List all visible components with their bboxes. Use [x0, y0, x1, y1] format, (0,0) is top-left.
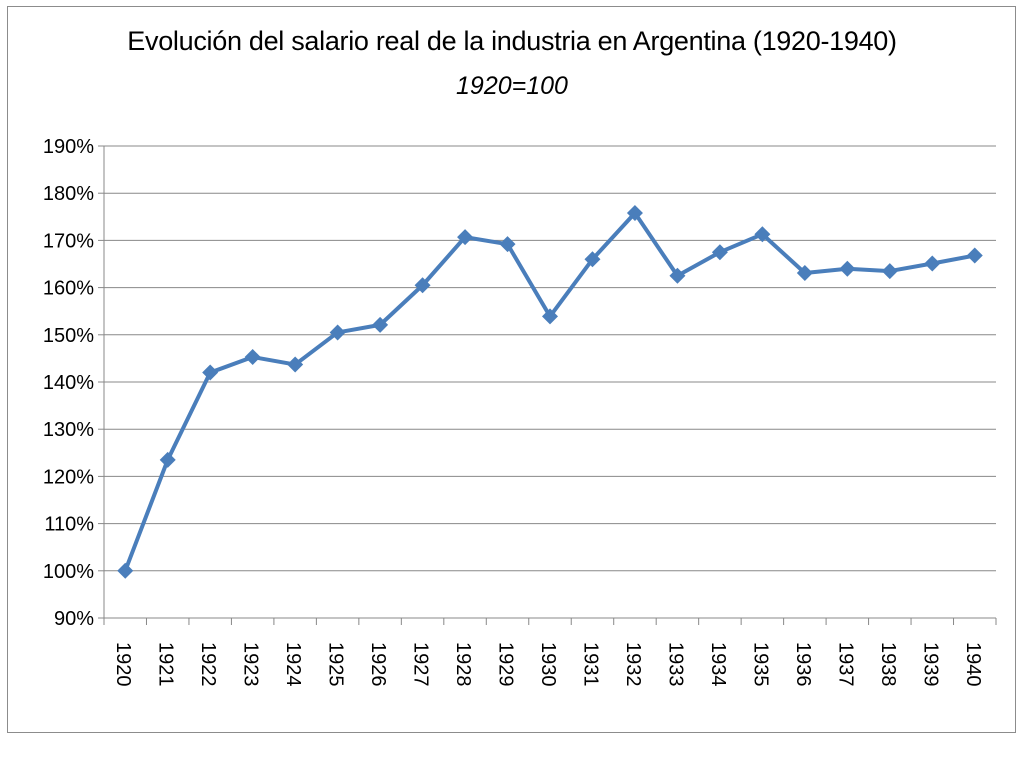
data-point-marker — [754, 226, 771, 243]
x-tick-label: 1934 — [707, 642, 729, 687]
x-tick-label: 1925 — [325, 642, 347, 687]
chart-subtitle: 1920=100 — [456, 72, 568, 100]
x-tick-label: 1921 — [155, 642, 177, 687]
x-tick-label: 1923 — [240, 642, 262, 687]
data-point-marker — [287, 356, 304, 373]
data-point-marker — [542, 308, 558, 325]
data-point-marker — [202, 364, 219, 381]
chart-frame — [7, 6, 1016, 733]
x-tick-label: 1926 — [367, 642, 389, 687]
x-tick-label: 1933 — [664, 642, 686, 687]
data-point-marker — [372, 316, 389, 333]
x-tick-label: 1937 — [834, 642, 856, 687]
data-point-marker — [584, 251, 601, 268]
x-tick-label: 1929 — [495, 642, 517, 687]
data-point-marker — [796, 264, 813, 281]
data-point-marker — [117, 562, 134, 579]
data-point-marker — [457, 229, 474, 246]
data-point-marker — [881, 263, 898, 280]
x-tick-label: 1922 — [197, 642, 219, 687]
data-point-marker — [329, 324, 346, 341]
x-tick-label: 1935 — [749, 642, 771, 687]
chart-title: Evolución del salario real de la industr… — [127, 26, 897, 56]
y-tick-label: 150% — [43, 325, 94, 347]
data-series — [117, 205, 983, 579]
data-point-marker — [244, 348, 261, 365]
y-tick-label: 190% — [43, 136, 94, 158]
x-tick-label: 1938 — [877, 642, 899, 687]
data-point-marker — [839, 260, 856, 277]
y-tick-label: 160% — [43, 278, 94, 300]
y-tick-label: 100% — [43, 561, 94, 583]
data-point-marker — [499, 236, 516, 253]
y-tick-label: 90% — [54, 608, 94, 630]
data-point-marker — [711, 244, 728, 261]
data-point-marker — [626, 205, 643, 222]
data-point-marker — [924, 255, 941, 272]
y-tick-label: 130% — [43, 419, 94, 441]
data-point-marker — [159, 451, 176, 468]
x-tick-label: 1936 — [792, 642, 814, 687]
x-tick-label: 1932 — [622, 642, 644, 687]
x-tick-label: 1940 — [962, 642, 984, 687]
x-tick-label: 1939 — [919, 642, 941, 687]
axes — [98, 145, 997, 625]
y-tick-labels: 90% 100% 110% 120% 130% 140% 150% 160% 170% 180% 1… — [43, 136, 94, 630]
x-tick-label: 1930 — [537, 642, 559, 687]
x-tick-label: 1928 — [452, 642, 474, 687]
data-point-marker — [414, 277, 431, 294]
y-tick-label: 110% — [44, 514, 94, 536]
data-point-marker — [669, 267, 686, 284]
x-tick-labels: 1920 1921 1922 1923 1924 1925 1926 1927 1928 1929… — [112, 642, 984, 687]
x-tick-label: 1920 — [112, 642, 134, 687]
x-tick-label: 1924 — [282, 642, 304, 687]
x-tick-label: 1927 — [410, 642, 432, 687]
y-tick-label: 120% — [43, 466, 94, 488]
y-tick-label: 170% — [43, 230, 94, 252]
y-tick-label: 140% — [43, 372, 94, 394]
data-point-marker — [966, 247, 983, 264]
x-tick-label: 1931 — [579, 642, 601, 687]
y-tick-label: 180% — [43, 183, 94, 205]
gridlines — [104, 145, 996, 572]
